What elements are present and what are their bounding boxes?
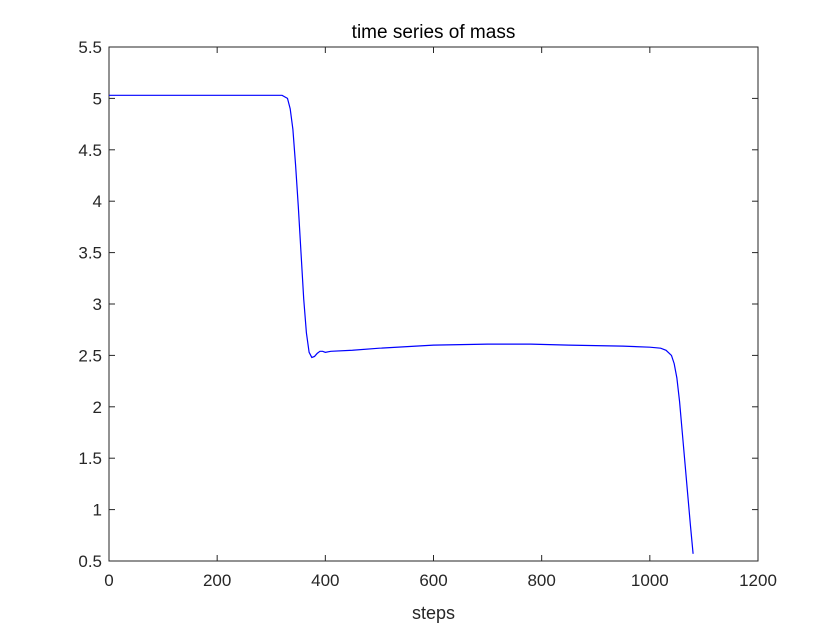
- y-tick-label: 5: [93, 89, 102, 108]
- x-tick-label: 1200: [739, 571, 777, 590]
- y-tick-label: 3: [93, 295, 102, 314]
- y-tick-label: 2: [93, 398, 102, 417]
- x-tick-label: 1000: [631, 571, 669, 590]
- x-axis-label: steps: [412, 603, 455, 623]
- plot-area: [108, 46, 759, 562]
- chart-title: time series of mass: [352, 22, 516, 43]
- x-tick-label: 800: [527, 571, 555, 590]
- x-axis-ticks: 0 200 400 600 800 1000 1200: [104, 47, 777, 590]
- y-tick-label: 4: [93, 192, 102, 211]
- y-tick-label: 4.5: [78, 141, 102, 160]
- x-tick-label: 600: [419, 571, 447, 590]
- y-tick-label: 5.5: [78, 38, 102, 57]
- y-tick-label: 0.5: [78, 552, 102, 571]
- y-tick-label: 3.5: [78, 244, 102, 263]
- y-tick-label: 2.5: [78, 346, 102, 365]
- x-tick-label: 200: [203, 571, 231, 590]
- x-tick-label: 400: [311, 571, 339, 590]
- x-tick-label: 0: [104, 571, 113, 590]
- y-tick-label: 1: [93, 501, 102, 520]
- mass-series-line: [109, 94, 694, 554]
- y-axis-ticks: 0.5 1 1.5 2 2.5 3 3.5 4 4.5 5 5.5: [78, 38, 758, 571]
- y-tick-label: 1.5: [78, 449, 102, 468]
